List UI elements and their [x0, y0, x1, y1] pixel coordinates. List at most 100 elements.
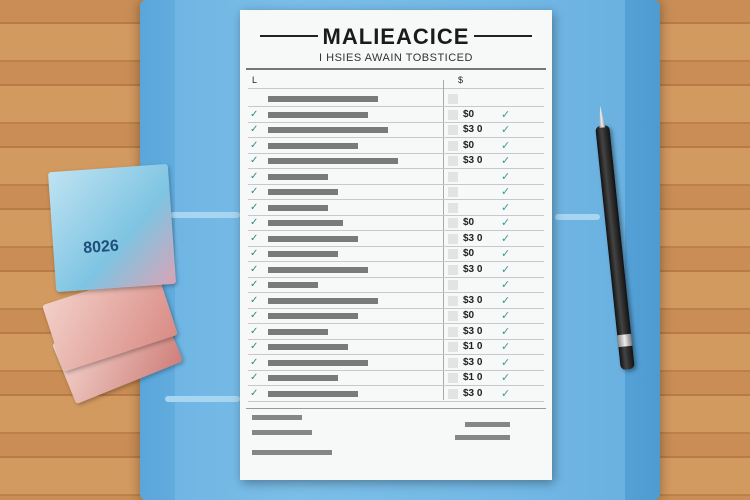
- checklist-row: ✓ ✓: [248, 170, 544, 185]
- title-rule: [260, 35, 318, 37]
- handwritten-mark: ✓: [250, 263, 259, 275]
- check-icon: ✓: [501, 170, 511, 183]
- document-subtitle: I HSIES AWAIN TOBSTICED: [319, 52, 473, 64]
- checklist-row: ✓ $3 0 ✓: [248, 232, 544, 247]
- row-box: [448, 249, 458, 259]
- check-icon: ✓: [501, 263, 511, 276]
- check-icon: ✓: [501, 186, 511, 198]
- row-box: [448, 233, 458, 244]
- row-description: [268, 158, 398, 164]
- folder-strap: [165, 396, 240, 402]
- row-description: [268, 313, 358, 319]
- row-description: [268, 282, 318, 288]
- row-description: [268, 375, 338, 381]
- row-amount: $3 0: [463, 294, 483, 306]
- row-box: [448, 109, 458, 120]
- row-box: [448, 264, 458, 275]
- row-amount: $0: [463, 248, 475, 259]
- pen-band: [617, 333, 633, 348]
- banknote-blue: 8026: [47, 163, 177, 293]
- row-description: [268, 328, 328, 335]
- row-box: [448, 171, 458, 182]
- handwritten-mark: ✓: [250, 356, 259, 368]
- footer-line: [252, 450, 332, 455]
- handwritten-mark: ✓: [250, 124, 259, 135]
- row-description: [268, 96, 378, 102]
- checklist-row: [248, 92, 544, 107]
- row-box: [448, 373, 458, 383]
- row-amount: $3 0: [463, 155, 483, 166]
- row-box: [448, 326, 458, 337]
- handwritten-mark: ✓: [250, 248, 259, 259]
- row-description: [268, 297, 378, 304]
- handwritten-mark: ✓: [250, 341, 259, 352]
- row-description: [268, 204, 328, 211]
- row-box: [448, 125, 458, 135]
- folder-strap: [555, 214, 600, 220]
- checklist-row: ✓ $3 0 ✓: [248, 263, 544, 278]
- header-col2: $: [458, 75, 464, 85]
- check-icon: ✓: [501, 124, 511, 136]
- row-box: [448, 311, 458, 321]
- check-icon: ✓: [501, 155, 511, 167]
- row-amount: $3 0: [463, 356, 483, 368]
- row-amount: $3 0: [463, 325, 483, 337]
- divider: [246, 408, 546, 409]
- row-amount: $1 0: [463, 341, 483, 352]
- row-amount: $0: [463, 217, 475, 228]
- row-box: [448, 357, 458, 368]
- handwritten-mark: ✓: [250, 155, 259, 166]
- footer-line: [455, 435, 510, 440]
- handwritten-mark: ✓: [250, 186, 259, 197]
- row-amount: $3 0: [463, 263, 483, 275]
- checklist-row: ✓ $0 ✓: [248, 139, 544, 154]
- banknote-number: 8026: [82, 237, 120, 258]
- row-amount: $0: [463, 108, 475, 120]
- handwritten-mark: ✓: [250, 170, 259, 182]
- header-row: L $: [248, 74, 544, 89]
- check-icon: ✓: [501, 310, 511, 322]
- handwritten-mark: ✓: [250, 217, 259, 228]
- row-description: [268, 127, 388, 133]
- check-icon: ✓: [501, 387, 511, 400]
- row-amount: $3 0: [463, 124, 483, 135]
- row-box: [448, 140, 458, 151]
- row-description: [268, 189, 338, 195]
- checklist-row: ✓ $1 0 ✓: [248, 340, 544, 355]
- check-icon: ✓: [501, 325, 511, 338]
- folder-strap: [170, 212, 240, 218]
- check-icon: ✓: [501, 372, 511, 384]
- checklist-row: ✓ $0 ✓: [248, 108, 544, 123]
- row-box: [448, 187, 458, 197]
- checklist-row: ✓ $1 0 ✓: [248, 371, 544, 386]
- row-box: [448, 342, 458, 352]
- handwritten-mark: ✓: [250, 232, 259, 244]
- handwritten-mark: ✓: [250, 279, 259, 290]
- footer-line: [465, 422, 510, 427]
- check-icon: ✓: [501, 279, 511, 291]
- handwritten-mark: ✓: [250, 310, 259, 321]
- row-amount: $3 0: [463, 387, 483, 399]
- check-icon: ✓: [501, 201, 511, 214]
- row-box: [448, 295, 458, 306]
- checklist-row: ✓ $3 0 ✓: [248, 325, 544, 340]
- row-description: [268, 344, 348, 350]
- row-amount: $0: [463, 310, 475, 321]
- handwritten-mark: ✓: [250, 108, 259, 120]
- row-box: [448, 94, 458, 104]
- row-description: [268, 251, 338, 257]
- row-box: [448, 202, 458, 213]
- handwritten-mark: ✓: [250, 372, 259, 383]
- row-description: [268, 220, 343, 226]
- check-icon: ✓: [501, 356, 511, 369]
- checklist-document: MALIEACICE I HSIES AWAIN TOBSTICED L $ ✓…: [240, 10, 552, 480]
- handwritten-mark: ✓: [250, 325, 259, 337]
- footer-line: [252, 415, 302, 420]
- checklist-row: ✓ $0 ✓: [248, 247, 544, 262]
- header-col1: L: [252, 75, 258, 85]
- row-box: [448, 280, 458, 290]
- checklist-row: ✓ $3 0 ✓: [248, 123, 544, 138]
- check-icon: ✓: [501, 217, 511, 229]
- handwritten-mark: ✓: [250, 294, 259, 306]
- document-title: MALIEACICE: [322, 24, 470, 49]
